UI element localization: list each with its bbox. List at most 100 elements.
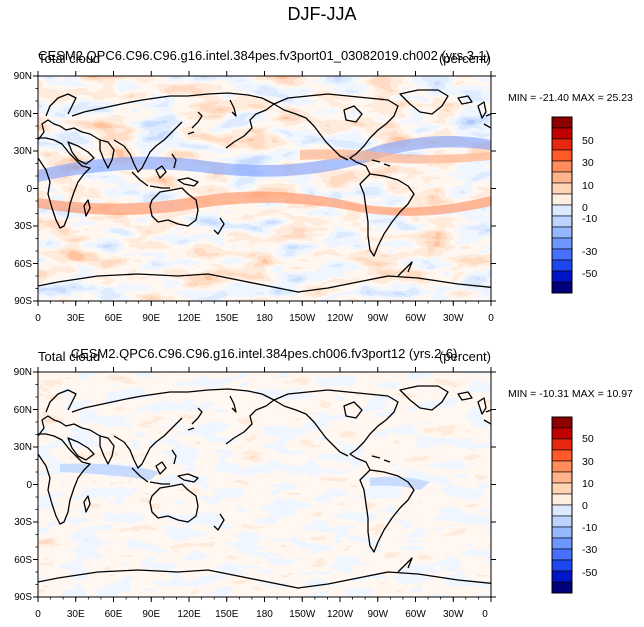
lat-labels: 90N 60N 30N 0 30S 60S 90S xyxy=(14,367,33,603)
panel-bottom: CESM2.QPC6.C96.C96.g16.intel.384pes.ch00… xyxy=(14,346,633,620)
colorbar-swatch xyxy=(551,482,573,495)
colorbar-swatch xyxy=(551,160,573,173)
colorbar-label: 10 xyxy=(582,478,594,490)
lon-label: 120W xyxy=(327,313,354,324)
colorbar-swatch xyxy=(551,449,573,462)
colorbar-labels: 50 30 10 0 -10 -30 -50 xyxy=(582,433,597,579)
lon-label: 60E xyxy=(105,609,123,620)
colorbar-label: 30 xyxy=(582,456,594,468)
colorbar-swatch xyxy=(551,504,573,517)
lon-label: 0 xyxy=(35,609,41,620)
colorbar-swatch xyxy=(551,427,573,440)
lon-label: 150E xyxy=(215,609,239,620)
lat-label-90n: 90N xyxy=(14,367,32,378)
colorbar-frame xyxy=(551,416,573,594)
panel-right-label: (percent) xyxy=(439,349,491,364)
panel-right-label: (percent) xyxy=(439,51,491,66)
lon-label: 120E xyxy=(177,609,201,620)
lon-label: 0 xyxy=(482,609,488,620)
colorbar-swatch xyxy=(551,416,573,429)
colorbar-label: 50 xyxy=(582,433,594,445)
lon-label: 120W xyxy=(327,609,354,620)
colorbar-label: -50 xyxy=(582,268,597,280)
min-max-stats: MIN = -21.40 MAX = 25.23 xyxy=(508,92,633,104)
lat-labels: 90N 60N 30N 0 30S 60S 90S xyxy=(14,71,33,307)
colorbar-swatch xyxy=(551,171,573,184)
lat-label-60n: 60N xyxy=(14,109,32,120)
colorbar-swatch xyxy=(551,581,573,594)
colorbar-swatch xyxy=(551,438,573,451)
panel-title: CESM2.QPC6.C96.C96.g16.intel.384pes.fv3p… xyxy=(38,48,490,63)
colorbar-labels: 50 30 10 0 -10 -30 -50 xyxy=(582,135,597,280)
lat-label-60s: 60S xyxy=(14,259,32,270)
colorbar-swatch xyxy=(551,515,573,528)
panel-title: CESM2.QPC6.C96.C96.g16.intel.384pes.ch00… xyxy=(71,346,458,361)
colorbar-swatch xyxy=(551,270,573,283)
lat-label-30s: 30S xyxy=(14,221,32,232)
colorbar-label: 30 xyxy=(582,157,594,169)
lat-label-60n: 60N xyxy=(14,405,32,416)
colorbar-swatch xyxy=(551,259,573,272)
colorbar-swatch xyxy=(551,182,573,195)
colorbar-label: -10 xyxy=(582,213,597,225)
panel-top: CESM2.QPC6.C96.C96.g16.intel.384pes.fv3p… xyxy=(14,48,633,324)
colorbar-swatch xyxy=(551,215,573,228)
lon-label: 180 xyxy=(256,313,273,324)
colorbar-label: 50 xyxy=(582,135,594,147)
lon-label: 90E xyxy=(142,609,160,620)
lon-label: 150W xyxy=(289,609,316,620)
colorbar xyxy=(551,116,573,294)
lon-label: 150E xyxy=(215,313,239,324)
colorbar-label: -10 xyxy=(582,522,597,534)
colorbar-swatch xyxy=(551,471,573,484)
contour-field xyxy=(38,76,491,301)
colorbar-swatch xyxy=(551,526,573,539)
page-title: DJF-JJA xyxy=(287,4,357,24)
lon-labels: 0 30E 60E 90E 120E 150E 180 150W 120W 90… xyxy=(35,609,488,620)
lon-label: 90W xyxy=(367,313,388,324)
lat-label-90s: 90S xyxy=(14,296,32,307)
lat-label-30n: 30N xyxy=(14,442,32,453)
lat-label-eq: 0 xyxy=(26,184,32,195)
lat-label-30n: 30N xyxy=(14,146,32,157)
lon-label: 150W xyxy=(289,313,316,324)
colorbar-swatch xyxy=(551,138,573,151)
lon-label: 30W xyxy=(443,313,464,324)
colorbar-swatch xyxy=(551,493,573,506)
lon-label: 30E xyxy=(67,313,85,324)
lon-labels: 0 30E 60E 90E 120E 150E 180 150W 120W 90… xyxy=(35,313,494,324)
lon-label: 120E xyxy=(177,313,201,324)
lon-label: 60W xyxy=(405,609,426,620)
lon-label: 30W xyxy=(443,609,464,620)
colorbar-label: 0 xyxy=(582,500,588,512)
colorbar-swatch xyxy=(551,116,573,129)
colorbar-label: -30 xyxy=(582,544,597,556)
colorbar-swatch xyxy=(551,248,573,261)
colorbar-label: 10 xyxy=(582,180,594,192)
colorbar-swatch xyxy=(551,548,573,561)
panel-left-label: Total cloud xyxy=(38,51,100,66)
lon-label: 180 xyxy=(256,609,273,620)
colorbar-swatch xyxy=(551,149,573,162)
colorbar-swatch xyxy=(551,237,573,250)
lon-label: 0 xyxy=(488,313,494,324)
lat-label-90n: 90N xyxy=(14,71,32,82)
colorbar-swatch xyxy=(551,281,573,294)
min-max-stats: MIN = -10.31 MAX = 10.97 xyxy=(508,388,633,400)
lat-label-60s: 60S xyxy=(14,555,32,566)
lat-label-eq: 0 xyxy=(26,480,32,491)
colorbar-label: -50 xyxy=(582,567,597,579)
lon-label: 60W xyxy=(405,313,426,324)
colorbar-label: 0 xyxy=(582,202,588,214)
colorbar-swatch xyxy=(551,559,573,572)
lon-label: 30E xyxy=(67,609,85,620)
lat-label-90s: 90S xyxy=(14,592,32,603)
colorbar xyxy=(551,416,573,594)
lon-label: 60E xyxy=(105,313,123,324)
colorbar-swatch xyxy=(551,537,573,550)
colorbar-swatch xyxy=(551,127,573,140)
panel-left-label: Total cloud xyxy=(38,349,100,364)
colorbar-label: -30 xyxy=(582,246,597,258)
lon-label: 90E xyxy=(142,313,160,324)
